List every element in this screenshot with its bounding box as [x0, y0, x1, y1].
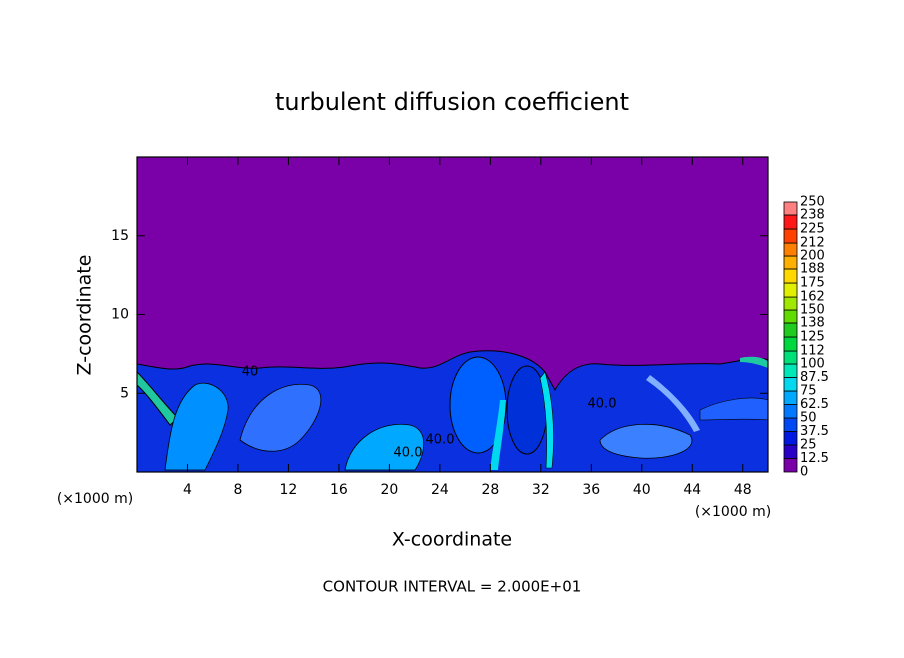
x-tick-label: 48 [734, 482, 752, 498]
colorbar-segment [783, 296, 798, 311]
x-unit-label: (×1000 m) [695, 504, 771, 520]
field-streak [490, 400, 506, 470]
colorbar-label: 225 [800, 222, 825, 237]
x-tick-label: 36 [582, 482, 600, 498]
y-tick-label: 15 [111, 228, 129, 244]
colorbar-label: 0 [800, 465, 808, 480]
field-blob [449, 356, 507, 454]
colorbar-label: 138 [800, 315, 825, 330]
colorbar-segment [783, 417, 798, 432]
colorbar-label: 50 [800, 411, 817, 426]
colorbar-segment [783, 350, 798, 365]
colorbar-label: 188 [800, 261, 825, 276]
colorbar-label: 100 [800, 357, 825, 372]
colorbar-label: 125 [800, 330, 825, 345]
x-tick-label: 20 [380, 482, 398, 498]
contour-label: 40.0 [588, 397, 617, 412]
colorbar-segment [783, 458, 798, 473]
colorbar-label: 12.5 [800, 451, 829, 466]
colorbar-segment [783, 336, 798, 352]
colorbar-label: 62.5 [800, 397, 829, 412]
x-tick-label: 4 [183, 482, 192, 498]
colorbar-segment [783, 444, 798, 459]
colorbar-segment [783, 268, 798, 284]
field-streak [646, 375, 700, 432]
x-tick-label: 32 [532, 482, 550, 498]
colorbar-segment [783, 322, 798, 338]
colorbar-label: 250 [800, 195, 825, 210]
x-tick-label: 8 [233, 482, 242, 498]
field-streak [740, 356, 768, 368]
footer: CONTOUR INTERVAL = 2.000E+01 [323, 578, 582, 596]
colorbar-segment [783, 214, 798, 230]
colorbar-label: 75 [800, 384, 817, 399]
x-tick-label: 40 [633, 482, 651, 498]
field-blob [344, 423, 425, 471]
colorbar-segment [783, 390, 798, 405]
colorbar-segment [783, 201, 798, 216]
field-blob [239, 383, 322, 452]
y-tick-label: 10 [111, 307, 129, 323]
x-tick-label: 24 [431, 482, 449, 498]
colorbar-label: 150 [800, 303, 825, 318]
colorbar-label: 25 [800, 438, 817, 453]
colorbar-segment [783, 228, 798, 244]
x-unit-label: (×1000 m) [57, 491, 133, 507]
y-axis-label: Z-coordinate [74, 255, 96, 376]
colorbar-segment [783, 255, 798, 270]
field-blob [599, 423, 693, 459]
y-tick-label: 5 [120, 385, 129, 401]
colorbar-label: 200 [800, 249, 825, 264]
colorbar-label: 212 [800, 236, 825, 251]
colorbar-label: 162 [800, 290, 825, 305]
field [136, 157, 769, 473]
x-axis-label: X-coordinate [392, 529, 512, 551]
contour-label: 40 [242, 365, 259, 380]
colorbar-segment [783, 242, 798, 257]
colorbar-segment [783, 404, 798, 419]
chart-title: turbulent diffusion coefficient [275, 88, 629, 116]
x-tick-label: 16 [330, 482, 348, 498]
colorbar-segment [783, 377, 798, 392]
x-tick-label: 44 [683, 482, 701, 498]
field-streak [136, 370, 179, 426]
colorbar-segment [783, 309, 798, 324]
colorbar-label: 87.5 [800, 370, 829, 385]
colorbar-segment [783, 363, 798, 378]
colorbar-label: 37.5 [800, 424, 829, 439]
contour-label: 40.0 [426, 433, 455, 448]
field-streak [539, 371, 554, 469]
colorbar-label: 112 [800, 344, 825, 359]
colorbar-segment [783, 282, 798, 298]
colorbar-label: 238 [800, 207, 825, 222]
colorbar-segment [783, 431, 798, 446]
x-tick-label: 28 [481, 482, 499, 498]
x-tick-label: 12 [280, 482, 298, 498]
colorbar-label: 175 [800, 276, 825, 291]
contour-label: 40.0 [394, 446, 423, 461]
field-blob [164, 382, 229, 471]
